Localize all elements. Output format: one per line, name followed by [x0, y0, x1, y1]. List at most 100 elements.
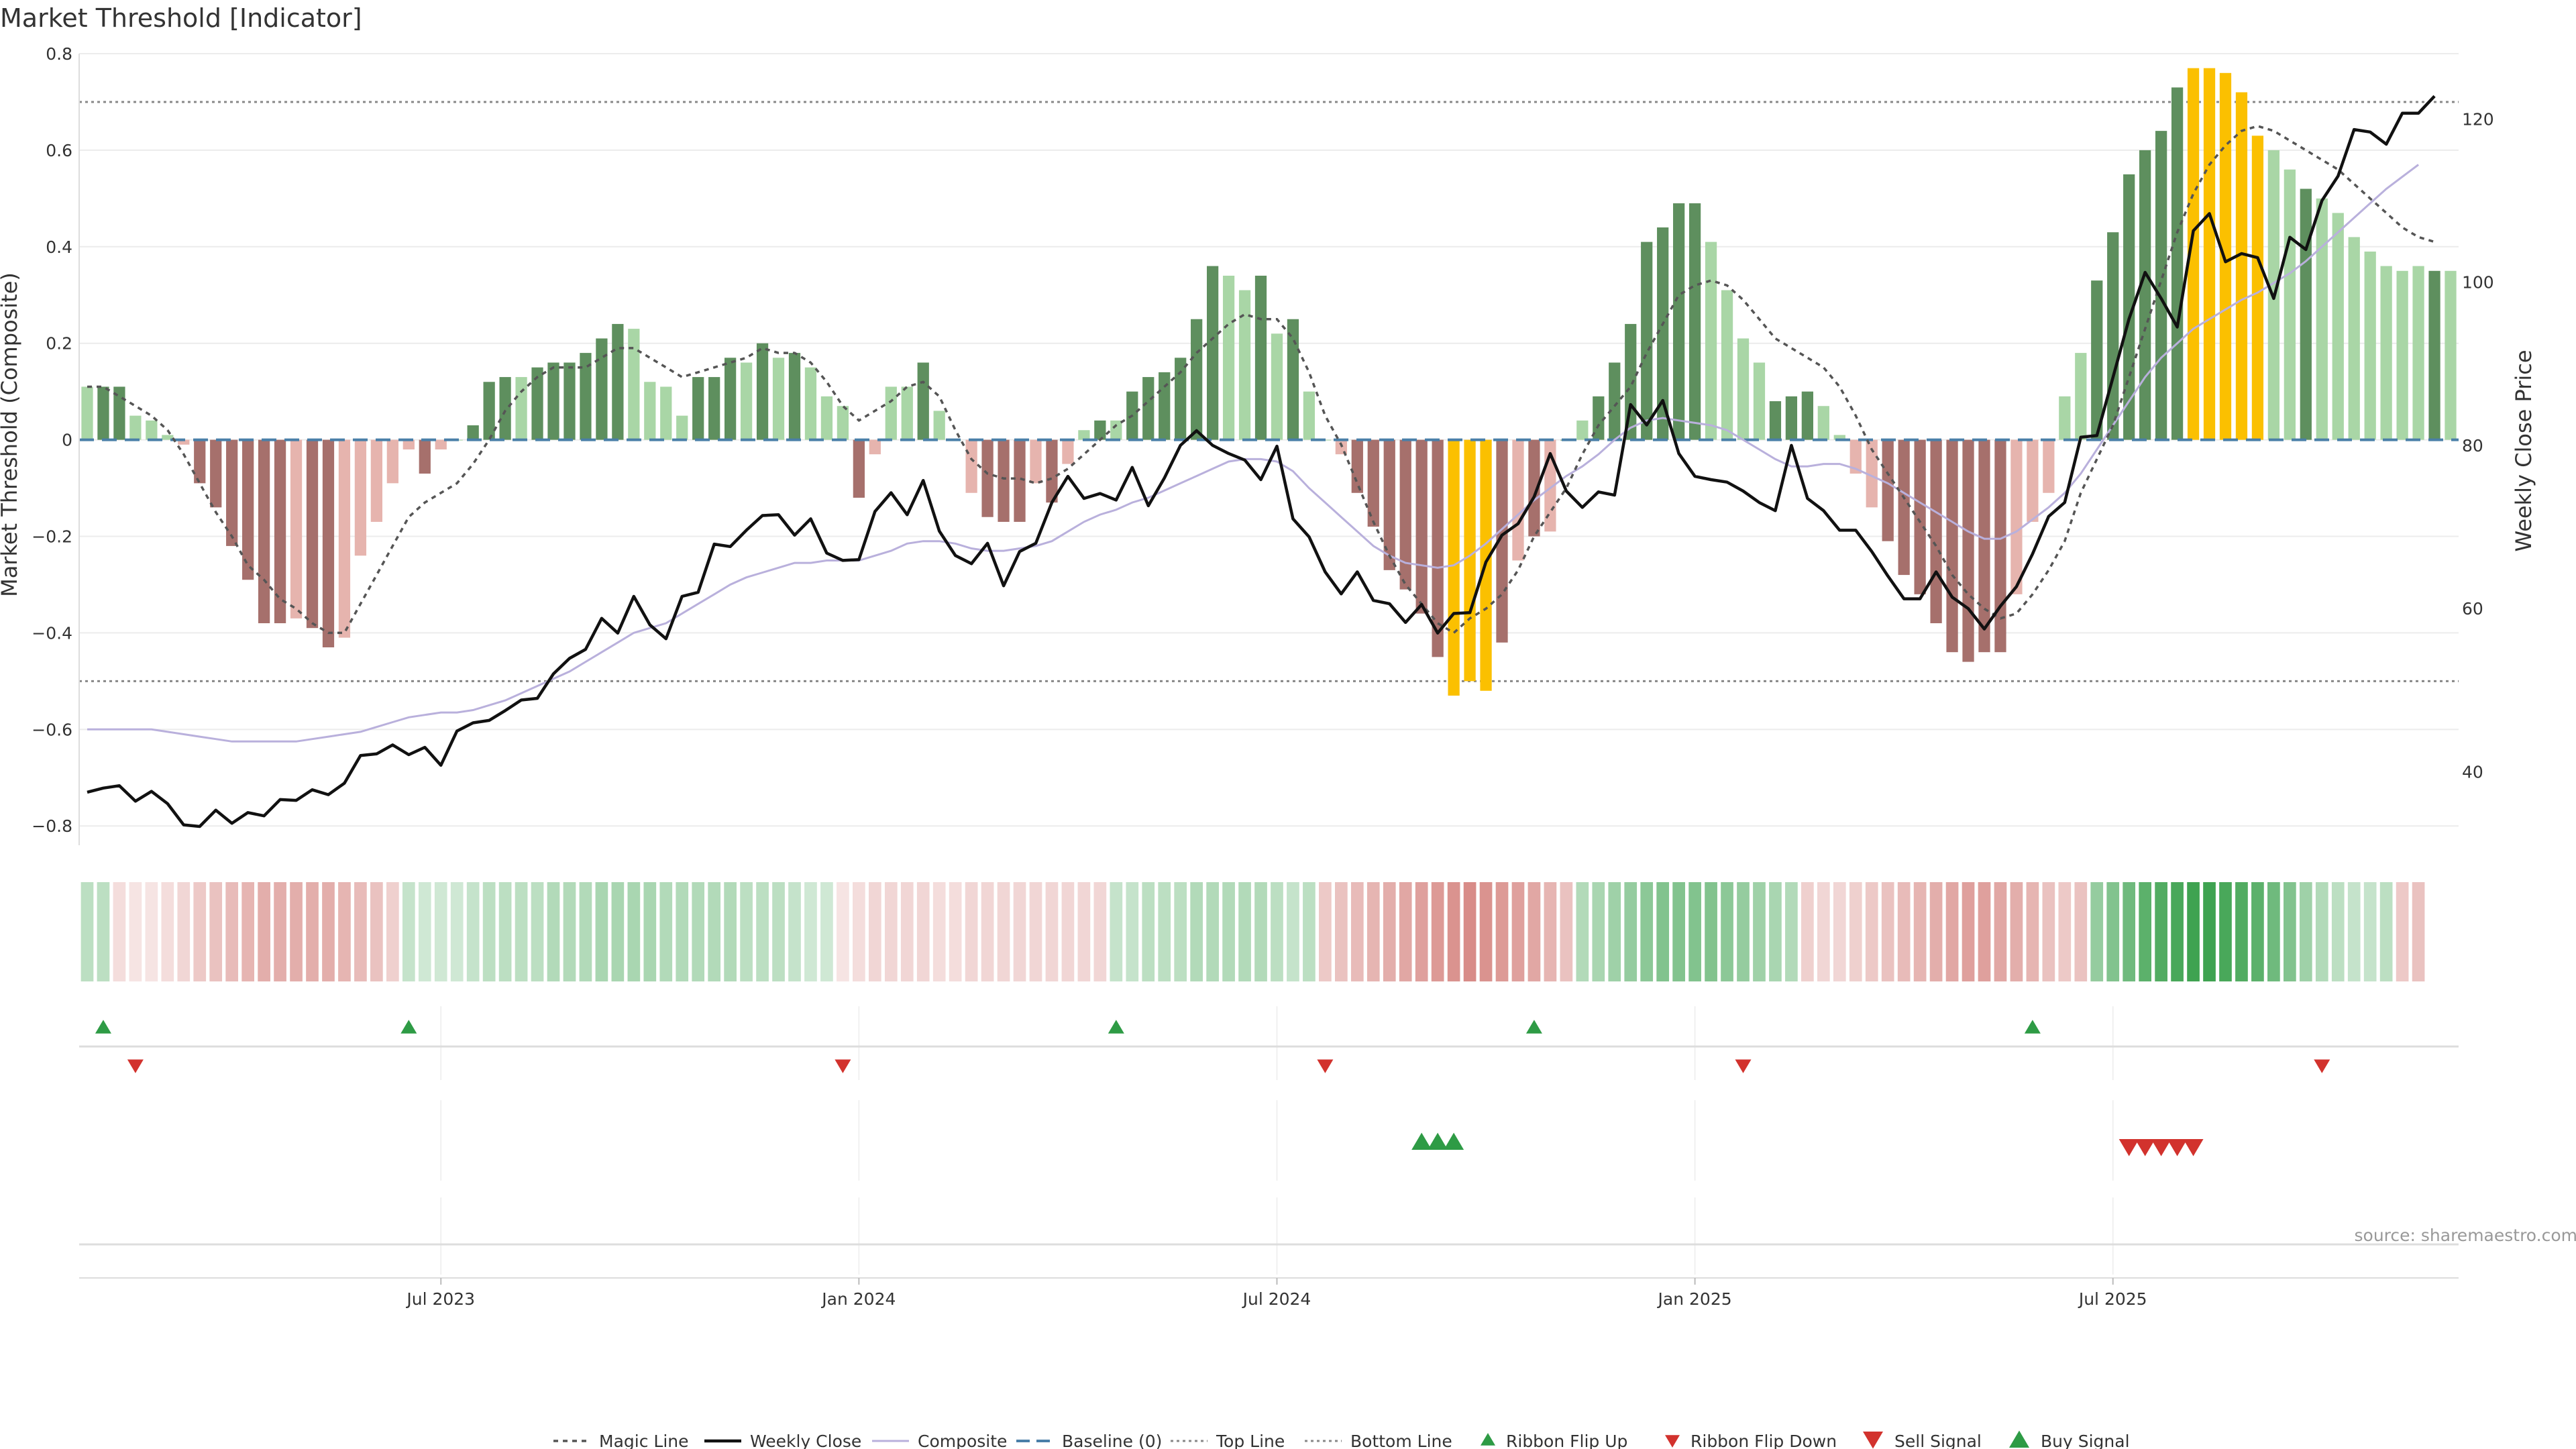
- composite-bar: [917, 362, 929, 440]
- composite-bar: [2075, 353, 2087, 440]
- legend-item: Ribbon Flip Down: [1665, 1432, 1837, 1449]
- ribbon-cell: [1994, 882, 2007, 981]
- composite-bar: [162, 435, 174, 440]
- composite-bar: [1801, 391, 1813, 440]
- ribbon-cell: [1721, 882, 1733, 981]
- ribbon-cell: [2267, 882, 2280, 981]
- composite-bar: [1399, 439, 1411, 590]
- composite-bar: [1866, 439, 1878, 508]
- legend-label: Ribbon Flip Up: [1506, 1432, 1627, 1449]
- signal-panels: [79, 1006, 2459, 1285]
- ribbon-cell: [1881, 882, 1894, 981]
- ribbon-cell: [1303, 882, 1316, 981]
- ribbon-cell: [2363, 882, 2377, 981]
- ribbon-flip-up-marker: [400, 1020, 417, 1034]
- ribbon-cell: [1801, 882, 1814, 981]
- ribbon-cell: [466, 882, 480, 981]
- composite-bar: [612, 323, 624, 440]
- composite-bar: [1882, 439, 1894, 541]
- composite-bar: [1625, 323, 1637, 440]
- ribbon-cell: [161, 882, 174, 981]
- composite-bar: [2364, 252, 2376, 440]
- composite-bar: [386, 439, 398, 484]
- legend-swatch: [1481, 1433, 1495, 1446]
- composite-line: [87, 164, 2419, 743]
- legend-label: Top Line: [1216, 1432, 1285, 1449]
- composite-bar: [2107, 232, 2119, 440]
- composite-bar: [628, 329, 640, 440]
- ribbon-cell: [1061, 882, 1075, 981]
- composite-bar: [274, 439, 286, 624]
- ribbon-cell: [1190, 882, 1203, 981]
- ribbon-cell: [1849, 882, 1862, 981]
- legend-item: Top Line: [1171, 1432, 1285, 1449]
- x-tick-label: Jan 2024: [820, 1289, 896, 1309]
- composite-bar: [1159, 372, 1171, 440]
- composite-bar: [2300, 189, 2312, 440]
- y-tick-label: 0.6: [46, 141, 72, 160]
- composite-bar: [1303, 391, 1316, 440]
- y2-tick-label: 100: [2462, 273, 2494, 292]
- ribbon-cell: [1206, 882, 1219, 981]
- ribbon-cell: [225, 882, 239, 981]
- x-tick-label: Jan 2025: [1657, 1289, 1732, 1309]
- legend-label: Magic Line: [599, 1432, 689, 1449]
- composite-bar: [1271, 333, 1283, 440]
- ribbon-cell: [884, 882, 898, 981]
- ribbon-cell: [708, 882, 721, 981]
- composite-bar: [1254, 275, 1267, 440]
- ribbon-cell: [1238, 882, 1251, 981]
- composite-bar: [933, 411, 945, 440]
- composite-bar: [1191, 319, 1203, 440]
- y-tick-label: 0.4: [46, 237, 72, 257]
- composite-bar: [1817, 406, 1829, 440]
- ribbon-cell: [2042, 882, 2055, 981]
- composite-bar: [1576, 420, 1589, 440]
- composite-bar: [1849, 439, 1862, 474]
- ribbon-cell: [579, 882, 592, 981]
- legend-item: Composite: [872, 1432, 1007, 1449]
- ribbon-cell: [627, 882, 641, 981]
- ribbon-cell: [676, 882, 689, 981]
- legend: Magic Line Weekly Close Composite Baseline …: [553, 1430, 2130, 1449]
- ribbon-cell: [1576, 882, 1589, 981]
- ribbon-cell: [2187, 882, 2200, 981]
- legend-swatch: [1665, 1435, 1680, 1448]
- ribbon-cell: [1688, 882, 1701, 981]
- ribbon-cell: [338, 882, 351, 981]
- ribbon-cell: [1705, 882, 1717, 981]
- composite-bar: [2235, 92, 2248, 440]
- composite-bar: [740, 362, 753, 440]
- legend-swatch: [1863, 1432, 1883, 1449]
- composite-bar: [1657, 227, 1669, 440]
- ribbon-cell: [997, 882, 1010, 981]
- ribbon-cell: [1737, 882, 1750, 981]
- composite-bar: [1030, 439, 1042, 484]
- composite-bar: [676, 415, 688, 440]
- y2-tick-label: 80: [2462, 436, 2483, 455]
- composite-bar: [242, 439, 254, 580]
- legend-item: Magic Line: [553, 1432, 689, 1449]
- composite-bar: [129, 415, 142, 440]
- composite-bar: [772, 358, 785, 440]
- composite-bar: [515, 377, 527, 440]
- composite-bar: [1737, 338, 1750, 440]
- ribbon-cell: [724, 882, 737, 981]
- composite-bar: [1962, 439, 1974, 662]
- ribbon-cell: [2010, 882, 2023, 981]
- ribbon-flip-down-marker: [835, 1059, 851, 1073]
- ribbon-cell: [2347, 882, 2361, 981]
- ribbon-cell: [80, 882, 94, 981]
- composite-bar: [194, 439, 206, 484]
- composite-bar: [499, 377, 511, 440]
- composite-bar: [2396, 270, 2408, 440]
- composite-bar: [1415, 439, 1428, 614]
- ribbon-cell: [1479, 882, 1493, 981]
- ribbon-cell: [756, 882, 769, 981]
- ribbon-cell: [1753, 882, 1766, 981]
- ribbon-cell: [2203, 882, 2216, 981]
- ribbon-cell: [1319, 882, 1332, 981]
- ribbon-cell: [306, 882, 319, 981]
- composite-bar: [306, 439, 319, 629]
- legend-item: Buy Signal: [2009, 1430, 2130, 1449]
